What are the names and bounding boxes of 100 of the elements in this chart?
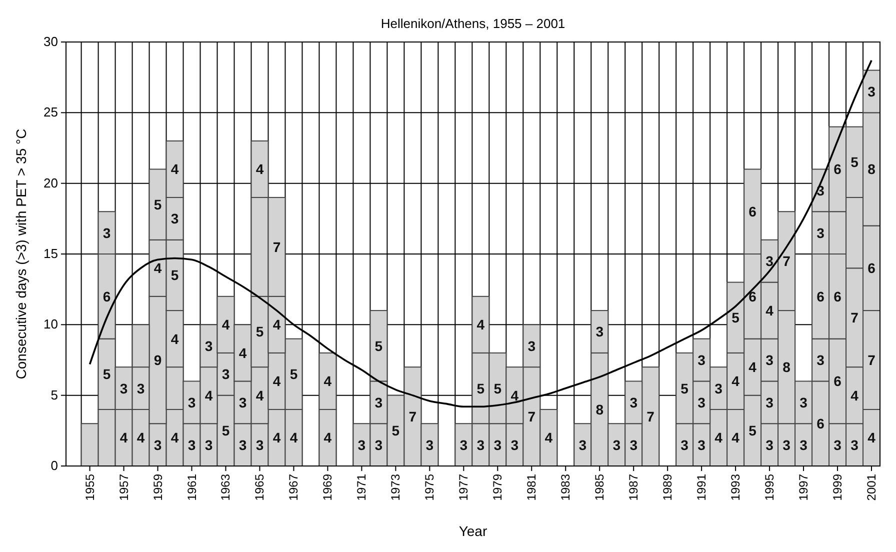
data-label: 6 xyxy=(748,204,757,220)
data-label: 4 xyxy=(154,260,162,276)
data-label: 4 xyxy=(120,430,128,446)
data-label: 3 xyxy=(680,436,689,453)
data-label: 4 xyxy=(748,359,757,376)
data-label: 7 xyxy=(868,352,876,368)
data-label: 3 xyxy=(154,436,162,453)
data-label: 3 xyxy=(494,436,502,453)
data-label: 4 xyxy=(170,161,179,178)
data-label: 3 xyxy=(698,436,706,453)
data-label: 3 xyxy=(868,83,876,100)
x-tick-label: 1985 xyxy=(592,474,607,501)
x-tick-label: 1957 xyxy=(116,474,131,501)
data-label: 4 xyxy=(714,430,723,446)
x-tick-label: 1999 xyxy=(830,474,845,501)
data-label: 7 xyxy=(272,238,281,255)
data-label: 5 xyxy=(680,380,689,396)
x-tick-label: 1971 xyxy=(354,474,369,501)
data-label: 4 xyxy=(222,316,230,333)
data-label: 8 xyxy=(782,359,791,376)
data-label: 3 xyxy=(358,436,366,453)
data-label: 3 xyxy=(222,366,230,382)
data-label: 4 xyxy=(256,387,264,404)
data-label: 4 xyxy=(766,302,774,319)
data-label: 9 xyxy=(154,352,162,368)
x-tick-label: 1967 xyxy=(286,474,301,501)
x-tick-label: 1969 xyxy=(320,474,335,501)
data-label: 3 xyxy=(766,253,774,270)
data-label: 4 xyxy=(290,430,298,446)
x-tick-label: 1981 xyxy=(524,474,539,501)
data-label: 6 xyxy=(834,161,842,178)
data-label: 3 xyxy=(188,436,196,453)
data-label: 5 xyxy=(392,422,400,439)
data-label: 7 xyxy=(408,408,417,425)
data-label: 8 xyxy=(868,161,876,178)
data-label: 4 xyxy=(272,430,281,446)
data-label: 3 xyxy=(766,436,774,453)
data-label: 3 xyxy=(612,436,621,453)
data-label: 7 xyxy=(782,253,791,270)
data-label: 3 xyxy=(800,394,808,410)
data-label: 6 xyxy=(834,373,842,390)
data-label: 3 xyxy=(766,394,774,410)
data-label: 4 xyxy=(732,373,740,390)
data-label: 6 xyxy=(748,288,757,304)
data-label: 3 xyxy=(238,394,247,410)
data-label: 5 xyxy=(170,267,179,284)
data-label: 3 xyxy=(698,394,706,410)
data-label: 4 xyxy=(170,330,179,347)
data-label: 3 xyxy=(850,436,859,453)
data-label: 5 xyxy=(102,366,111,382)
x-tick-label: 2001 xyxy=(864,474,879,501)
x-tick-label: 1997 xyxy=(796,474,811,501)
data-label: 4 xyxy=(510,387,519,404)
y-tick-label: 20 xyxy=(44,175,58,190)
data-label: 3 xyxy=(120,380,128,396)
y-tick-label: 25 xyxy=(44,104,58,120)
data-label: 3 xyxy=(460,436,468,453)
x-tick-label: 1987 xyxy=(626,474,641,501)
x-tick-label: 1977 xyxy=(456,474,471,501)
x-tick-label: 1961 xyxy=(184,474,199,501)
data-label: 4 xyxy=(850,387,859,404)
data-label: 6 xyxy=(868,260,876,276)
data-label: 3 xyxy=(136,380,145,396)
x-tick-label: 1989 xyxy=(660,474,675,501)
data-label: 3 xyxy=(816,224,825,241)
data-label: 3 xyxy=(374,436,383,453)
data-label: 4 xyxy=(272,373,281,390)
data-label: 8 xyxy=(596,401,604,418)
data-label: 3 xyxy=(834,436,842,453)
data-label: 4 xyxy=(256,161,264,178)
x-tick-label: 1979 xyxy=(490,474,505,501)
data-label: 6 xyxy=(834,288,842,304)
x-tick-label: 1983 xyxy=(558,474,573,501)
x-tick-label: 1991 xyxy=(694,474,709,501)
data-label: 6 xyxy=(816,416,825,432)
data-label: 3 xyxy=(256,436,264,453)
x-tick-label: 1975 xyxy=(422,474,437,501)
y-tick-label: 15 xyxy=(44,246,58,261)
data-label: 5 xyxy=(476,380,485,396)
data-label: 3 xyxy=(578,436,587,453)
x-tick-label: 1965 xyxy=(252,474,267,501)
y-tick-label: 10 xyxy=(44,316,58,332)
data-label: 7 xyxy=(646,408,655,425)
data-label: 4 xyxy=(732,430,740,446)
data-label: 3 xyxy=(698,352,706,368)
data-label: 5 xyxy=(732,310,740,326)
data-label: 3 xyxy=(596,324,604,340)
y-axis-title: Consecutive days (>3) with PET > 35 °C xyxy=(13,128,29,380)
data-label: 4 xyxy=(204,387,213,404)
data-label: 5 xyxy=(154,196,162,213)
data-label: 3 xyxy=(476,436,485,453)
data-label: 5 xyxy=(494,380,502,396)
data-label: 3 xyxy=(170,210,179,227)
data-label: 3 xyxy=(510,436,519,453)
data-label: 3 xyxy=(374,394,383,410)
data-label: 3 xyxy=(426,436,434,453)
data-label: 5 xyxy=(222,422,230,439)
data-label: 3 xyxy=(800,436,808,453)
data-label: 3 xyxy=(204,338,213,354)
x-tick-label: 1995 xyxy=(762,474,777,501)
